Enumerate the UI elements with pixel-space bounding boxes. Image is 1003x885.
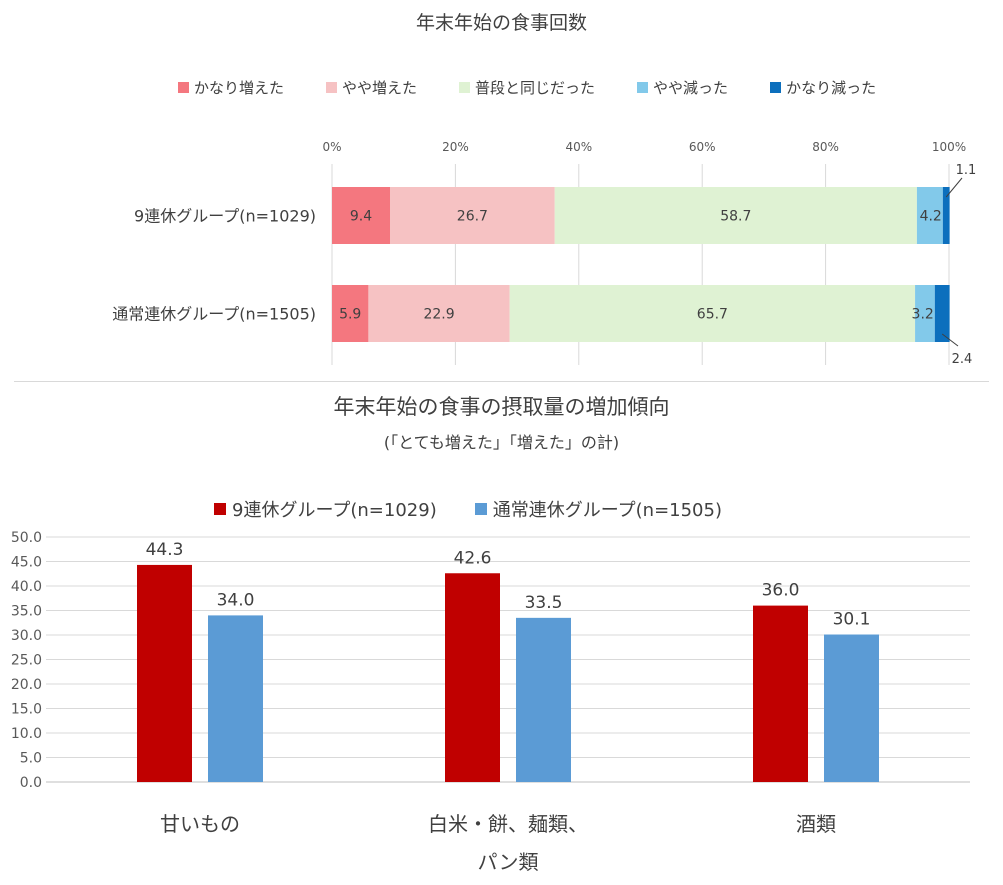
chart2-category-label: 酒類 <box>796 812 836 836</box>
chart1-bar-segment <box>509 285 916 342</box>
chart1-category-label: 通常連休グループ(n=1505) <box>112 305 316 324</box>
chart2-legend-item: 9連休グループ(n=1029) <box>214 496 437 522</box>
chart1-bar-segment <box>389 187 555 244</box>
chart1-legend-swatch <box>326 82 338 93</box>
chart2-legend-swatch <box>474 503 487 515</box>
chart2-bar <box>445 573 500 782</box>
chart2-y-tick-label: 25.0 <box>11 653 42 669</box>
chart2-legend-label: 通常連休グループ(n=1505) <box>492 500 722 521</box>
chart1-x-tick-label: 40% <box>565 140 592 154</box>
chart2-legend-label: 9連休グループ(n=1029) <box>232 500 437 521</box>
chart1-legend-swatch <box>178 82 189 93</box>
chart1-legend-item: 普段と同じだった <box>459 77 595 98</box>
chart1-bar-segment <box>915 285 935 342</box>
chart1-x-tick-label: 100% <box>932 140 966 154</box>
chart1-data-label: 65.7 <box>697 307 728 323</box>
chart1-bar-segment <box>332 187 390 244</box>
chart1-leader-line <box>941 333 959 347</box>
chart2-y-tick-label: 20.0 <box>11 677 42 693</box>
chart2-legend-item: 通常連休グループ(n=1505) <box>474 496 722 522</box>
chart1-data-label: 4.2 <box>920 209 942 225</box>
chart2-bar <box>137 564 192 782</box>
chart1-legend-label: やや減った <box>653 79 729 97</box>
chart2-legend-swatch <box>214 503 226 515</box>
chart2-data-label: 33.5 <box>525 593 563 613</box>
chart2-title: 年末年始の食事の摂取量の増加傾向 <box>333 395 670 419</box>
chart1-legend: かなり増えた やや増えた 普段と同じだった やや減った かなり減った <box>178 77 918 98</box>
chart1-legend-item: かなり減った <box>770 77 876 98</box>
chart1-x-tick-label: 20% <box>442 140 469 154</box>
chart2-data-label: 36.0 <box>762 581 800 601</box>
chart2-y-tick-label: 15.0 <box>11 702 42 718</box>
chart1-bar-segment <box>332 285 369 342</box>
chart2-y-tick-label: 35.0 <box>11 604 42 620</box>
chart1-data-label: 2.4 <box>952 352 973 367</box>
chart2-data-label: 30.1 <box>833 610 871 630</box>
chart1-x-tick-label: 0% <box>322 140 341 154</box>
chart1-legend-swatch <box>770 82 782 93</box>
chart1-data-label: 58.7 <box>720 209 751 225</box>
chart1-data-label: 5.9 <box>339 307 361 323</box>
chart1-category-label: 9連休グループ(n=1029) <box>134 207 316 226</box>
chart1-legend-label: やや増えた <box>342 79 418 97</box>
chart2-y-tick-label: 10.0 <box>11 726 42 742</box>
chart1-data-label: 22.9 <box>423 307 454 323</box>
chart2-subtitle: (「とても増えた」「増えた」の計) <box>383 433 620 452</box>
chart2-data-label: 34.0 <box>217 590 255 610</box>
chart2-category-label: パン類 <box>478 850 539 874</box>
chart1-legend-swatch <box>459 82 471 93</box>
chart2-data-label: 44.3 <box>146 540 184 560</box>
chart1-legend-label: かなり増えた <box>194 79 285 97</box>
chart2-y-tick-label: 5.0 <box>20 751 42 767</box>
chart2-legend: 9連休グループ(n=1029) 通常連休グループ(n=1505) <box>214 496 760 522</box>
chart1-leader-line <box>945 177 963 198</box>
chart1-data-label: 3.2 <box>912 307 934 323</box>
chart2-y-tick-label: 50.0 <box>11 530 42 546</box>
chart1-bar-segment <box>942 187 950 244</box>
chart1-title: 年末年始の食事回数 <box>415 12 587 34</box>
chart2-bar <box>516 617 571 782</box>
chart2-bar <box>208 615 263 782</box>
chart2-y-tick-label: 30.0 <box>11 628 42 644</box>
chart1-legend-item: やや増えた <box>326 77 417 98</box>
chart2-bar <box>824 634 879 782</box>
chart2-data-label: 42.6 <box>454 548 492 568</box>
chart1-data-label: 9.4 <box>350 209 372 225</box>
chart1-legend-swatch <box>637 82 649 93</box>
chart2-y-tick-label: 0.0 <box>20 775 42 791</box>
chart1-legend-label: かなり減った <box>786 79 877 97</box>
chart1-legend-label: 普段と同じだった <box>475 79 596 97</box>
chart1-bar-segment <box>554 187 917 244</box>
chart1-bar-segment <box>368 285 510 342</box>
chart2-y-tick-label: 45.0 <box>11 555 42 571</box>
chart1-data-label: 1.1 <box>956 163 977 178</box>
chart1-bar-segment <box>916 187 943 244</box>
chart2-y-tick-label: 40.0 <box>11 579 42 595</box>
chart1-bar-segment <box>934 285 950 342</box>
chart-divider <box>14 381 989 382</box>
chart2-category-label: 白米・餅、麺類、 <box>428 812 588 836</box>
chart2-category-label: 甘いもの <box>160 812 240 836</box>
chart1-x-tick-label: 80% <box>812 140 839 154</box>
chart2-bar <box>753 605 808 782</box>
chart1-x-tick-label: 60% <box>689 140 716 154</box>
chart1-data-label: 26.7 <box>457 209 488 225</box>
chart1-legend-item: やや減った <box>637 77 728 98</box>
chart1-legend-item: かなり増えた <box>178 77 284 98</box>
